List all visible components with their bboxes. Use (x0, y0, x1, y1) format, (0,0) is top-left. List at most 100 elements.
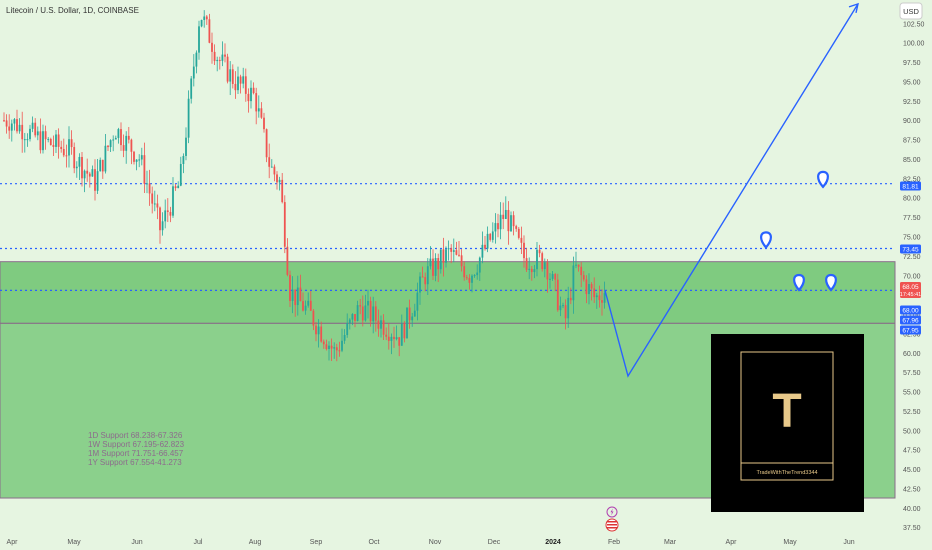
candle-body (148, 183, 151, 194)
horizontal-levels (0, 183, 895, 291)
candle-body (445, 249, 447, 263)
candle-body (75, 166, 78, 169)
candle-body (47, 138, 50, 140)
currency-button[interactable]: USD (899, 2, 923, 20)
candle-body (601, 300, 603, 303)
candle-body (286, 246, 289, 275)
candle-body (203, 16, 206, 20)
x-tick-label: Mar (664, 539, 677, 546)
y-tick-label: 47.50 (903, 448, 921, 455)
candle-body (166, 210, 169, 212)
candle-body (473, 275, 476, 277)
map-pin-icon[interactable] (817, 170, 829, 189)
candle-body (234, 83, 237, 91)
candle-body (101, 159, 104, 172)
lightning-icon[interactable] (606, 506, 618, 518)
candle-body (361, 306, 364, 321)
flag-stripe (607, 524, 617, 526)
candle-body (120, 129, 122, 146)
candle-body (177, 185, 180, 189)
candle-body (559, 305, 562, 311)
candle-body (221, 54, 224, 61)
candle-body (153, 203, 156, 205)
candle-body (502, 214, 505, 219)
candle-body (426, 266, 429, 285)
candle-body (138, 159, 141, 161)
candle-body (325, 344, 328, 350)
candle-body (465, 277, 468, 279)
price-tag (900, 305, 921, 315)
x-tick-label: Apr (7, 539, 19, 546)
y-tick-label: 77.50 (903, 215, 921, 222)
map-pin-icon[interactable] (760, 231, 772, 250)
candle-body (408, 307, 411, 321)
candle-body (309, 300, 312, 311)
candle-body (151, 193, 154, 204)
candle-body (400, 323, 403, 346)
candle-body (62, 149, 65, 156)
candle-body (268, 157, 271, 167)
candle-body (356, 305, 359, 321)
candle-body (182, 155, 185, 164)
price-tag-label: 81.81 (902, 184, 919, 191)
candle-body (255, 93, 258, 112)
candle-body (335, 347, 338, 351)
candle-body (333, 347, 336, 349)
candle-body (387, 336, 390, 341)
event-icons[interactable] (605, 506, 619, 532)
x-tick-label: Jun (131, 539, 142, 546)
candle-body (60, 146, 63, 150)
candle-body (23, 139, 26, 141)
candle-body (421, 276, 424, 278)
candle-body (567, 297, 570, 319)
candle-body (395, 337, 398, 340)
candle-body (10, 123, 13, 131)
map-pin-icon[interactable] (793, 273, 805, 292)
candle-body (70, 139, 73, 148)
candle-body (543, 262, 546, 270)
candle-body (187, 98, 190, 138)
time-axis[interactable]: Apr May Jun Jul Aug Sep Oct Nov Dec 2024 Feb Mar Apr… (7, 539, 855, 546)
candle-body (125, 135, 128, 151)
candle-body (122, 145, 125, 151)
candle-body (320, 326, 323, 342)
candle-body (512, 215, 515, 227)
candle-body (533, 269, 536, 273)
candle-body (494, 223, 497, 232)
logo-frame (740, 351, 834, 481)
candle-body (143, 155, 146, 184)
candle-body (94, 169, 96, 191)
candle-body (460, 255, 463, 267)
candle-body (478, 257, 481, 273)
candle-body (434, 258, 437, 276)
candle-body (354, 314, 356, 321)
candle-body (517, 228, 520, 238)
y-tick-label: 55.00 (903, 390, 921, 397)
candle-body (109, 140, 112, 148)
candle-body (577, 264, 580, 267)
y-tick-label: 90.00 (903, 118, 921, 125)
candle-body (390, 336, 393, 341)
candle-body (146, 183, 148, 185)
candle-body (252, 87, 255, 94)
candle-body (231, 69, 234, 84)
x-tick-label: Nov (429, 539, 442, 546)
y-tick-label: 50.00 (903, 428, 921, 435)
candle-body (107, 145, 109, 148)
map-pin-icon[interactable] (825, 273, 837, 292)
candle-body (582, 275, 585, 280)
candle-body (330, 345, 333, 349)
candle-body (468, 277, 471, 283)
price-tag-label: 68.05 (902, 284, 919, 291)
candle-body (195, 52, 198, 67)
y-tick-label: 60.00 (903, 351, 921, 358)
candle-body (455, 250, 458, 255)
candle-body (382, 320, 385, 335)
candle-body (211, 42, 213, 52)
candle-body (26, 139, 29, 141)
y-tick-label: 40.00 (903, 506, 921, 513)
y-tick-label: 82.50 (903, 176, 921, 183)
candle-body (328, 345, 330, 350)
candle-body (190, 78, 193, 99)
